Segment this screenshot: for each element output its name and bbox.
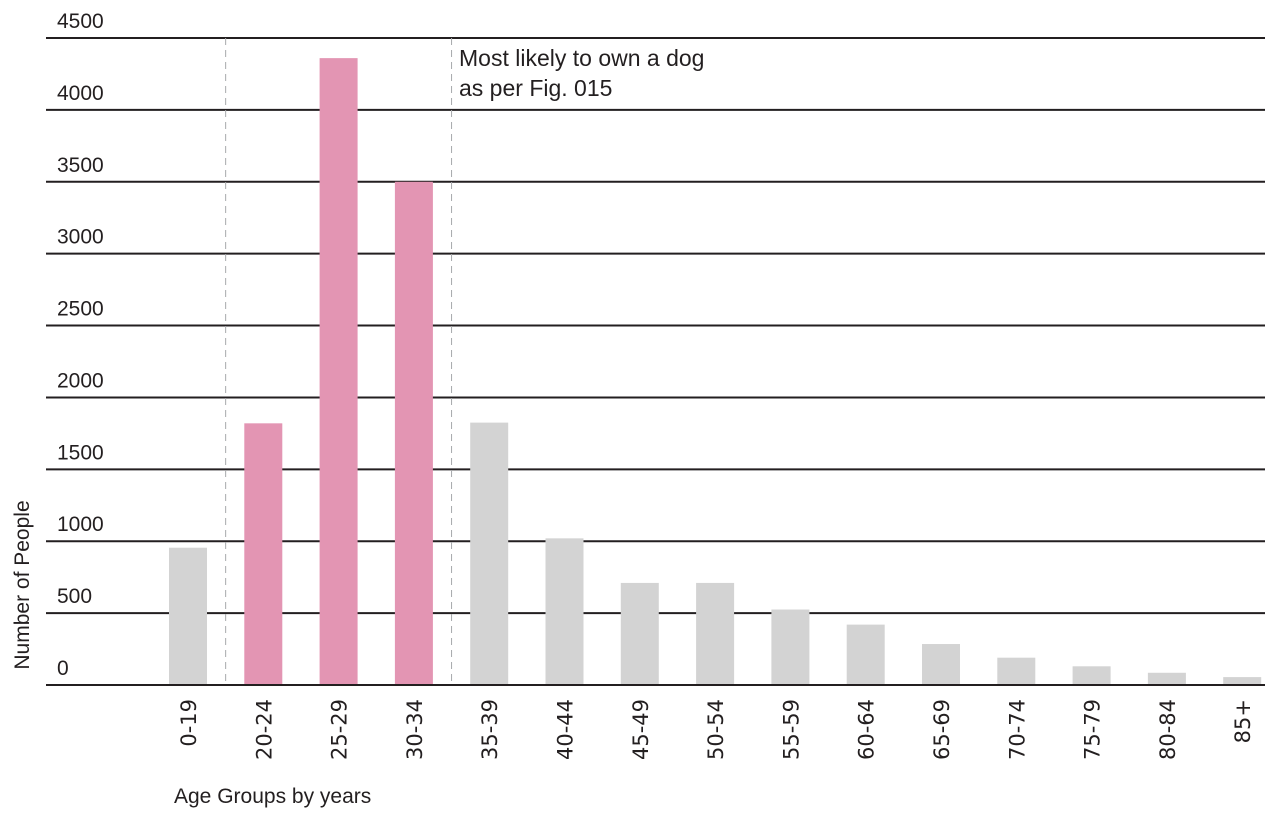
x-tick-label: 60-64 [855,699,879,760]
y-tick-label: 4500 [57,10,104,33]
x-tick-label: 55-59 [779,699,803,760]
y-tick-label: 1500 [57,441,104,464]
x-tick-label: 80-84 [1156,699,1180,760]
bar-55-59 [771,609,810,685]
bar-35-39 [470,422,509,685]
x-tick-label: 35-39 [478,699,502,760]
x-tick-label: 25-29 [328,699,352,760]
y-tick-label: 3000 [57,226,104,249]
bar-25-29 [319,58,358,685]
x-tick-label: 85+ [1231,699,1255,743]
x-tick-labels: 0-19 20-24 25-29 30-34 35-39 40-44 45-49 50-54 5… [177,699,1255,760]
y-tick-label: 4000 [57,82,104,105]
y-axis-label: Number of People [11,500,34,669]
bar-60-64 [846,624,885,685]
x-tick-label: 65-69 [930,699,954,760]
bar-45-49 [620,582,659,685]
x-tick-label: 0-19 [177,699,201,747]
y-tick-label: 500 [57,585,92,608]
x-tick-label: 50-54 [704,699,728,760]
y-tick-labels: 0 500 1000 1500 2000 2500 3000 3500 4000 4500 [57,10,104,680]
x-tick-label: 30-34 [403,699,427,760]
bar-50-54 [696,582,735,685]
annotation-line-2: as per Fig. 015 [459,75,612,101]
bar-30-34 [394,181,433,685]
annotation-line-1: Most likely to own a dog [459,45,704,71]
bar-85+ [1223,677,1262,685]
y-tick-label: 1000 [57,513,104,536]
bars [46,58,1265,686]
x-axis-label: Age Groups by years [174,785,371,808]
bar-20-24 [244,423,283,685]
bar-65-69 [922,644,960,685]
bar-40-44 [545,538,584,685]
bar-75-79 [1072,666,1111,685]
x-tick-label: 75-79 [1081,699,1105,760]
y-tick-label: 2500 [57,298,104,321]
x-tick-label: 70-74 [1005,699,1029,760]
bar-80-84 [1147,672,1186,685]
y-tick-label: 3500 [57,154,104,177]
bar-70-74 [997,657,1036,685]
x-tick-label: 45-49 [629,699,653,760]
bar-0-19 [169,547,207,685]
x-tick-label: 40-44 [554,699,578,760]
x-tick-label: 20-24 [252,699,276,760]
y-tick-label: 2000 [57,369,104,392]
y-tick-label: 0 [57,657,69,680]
